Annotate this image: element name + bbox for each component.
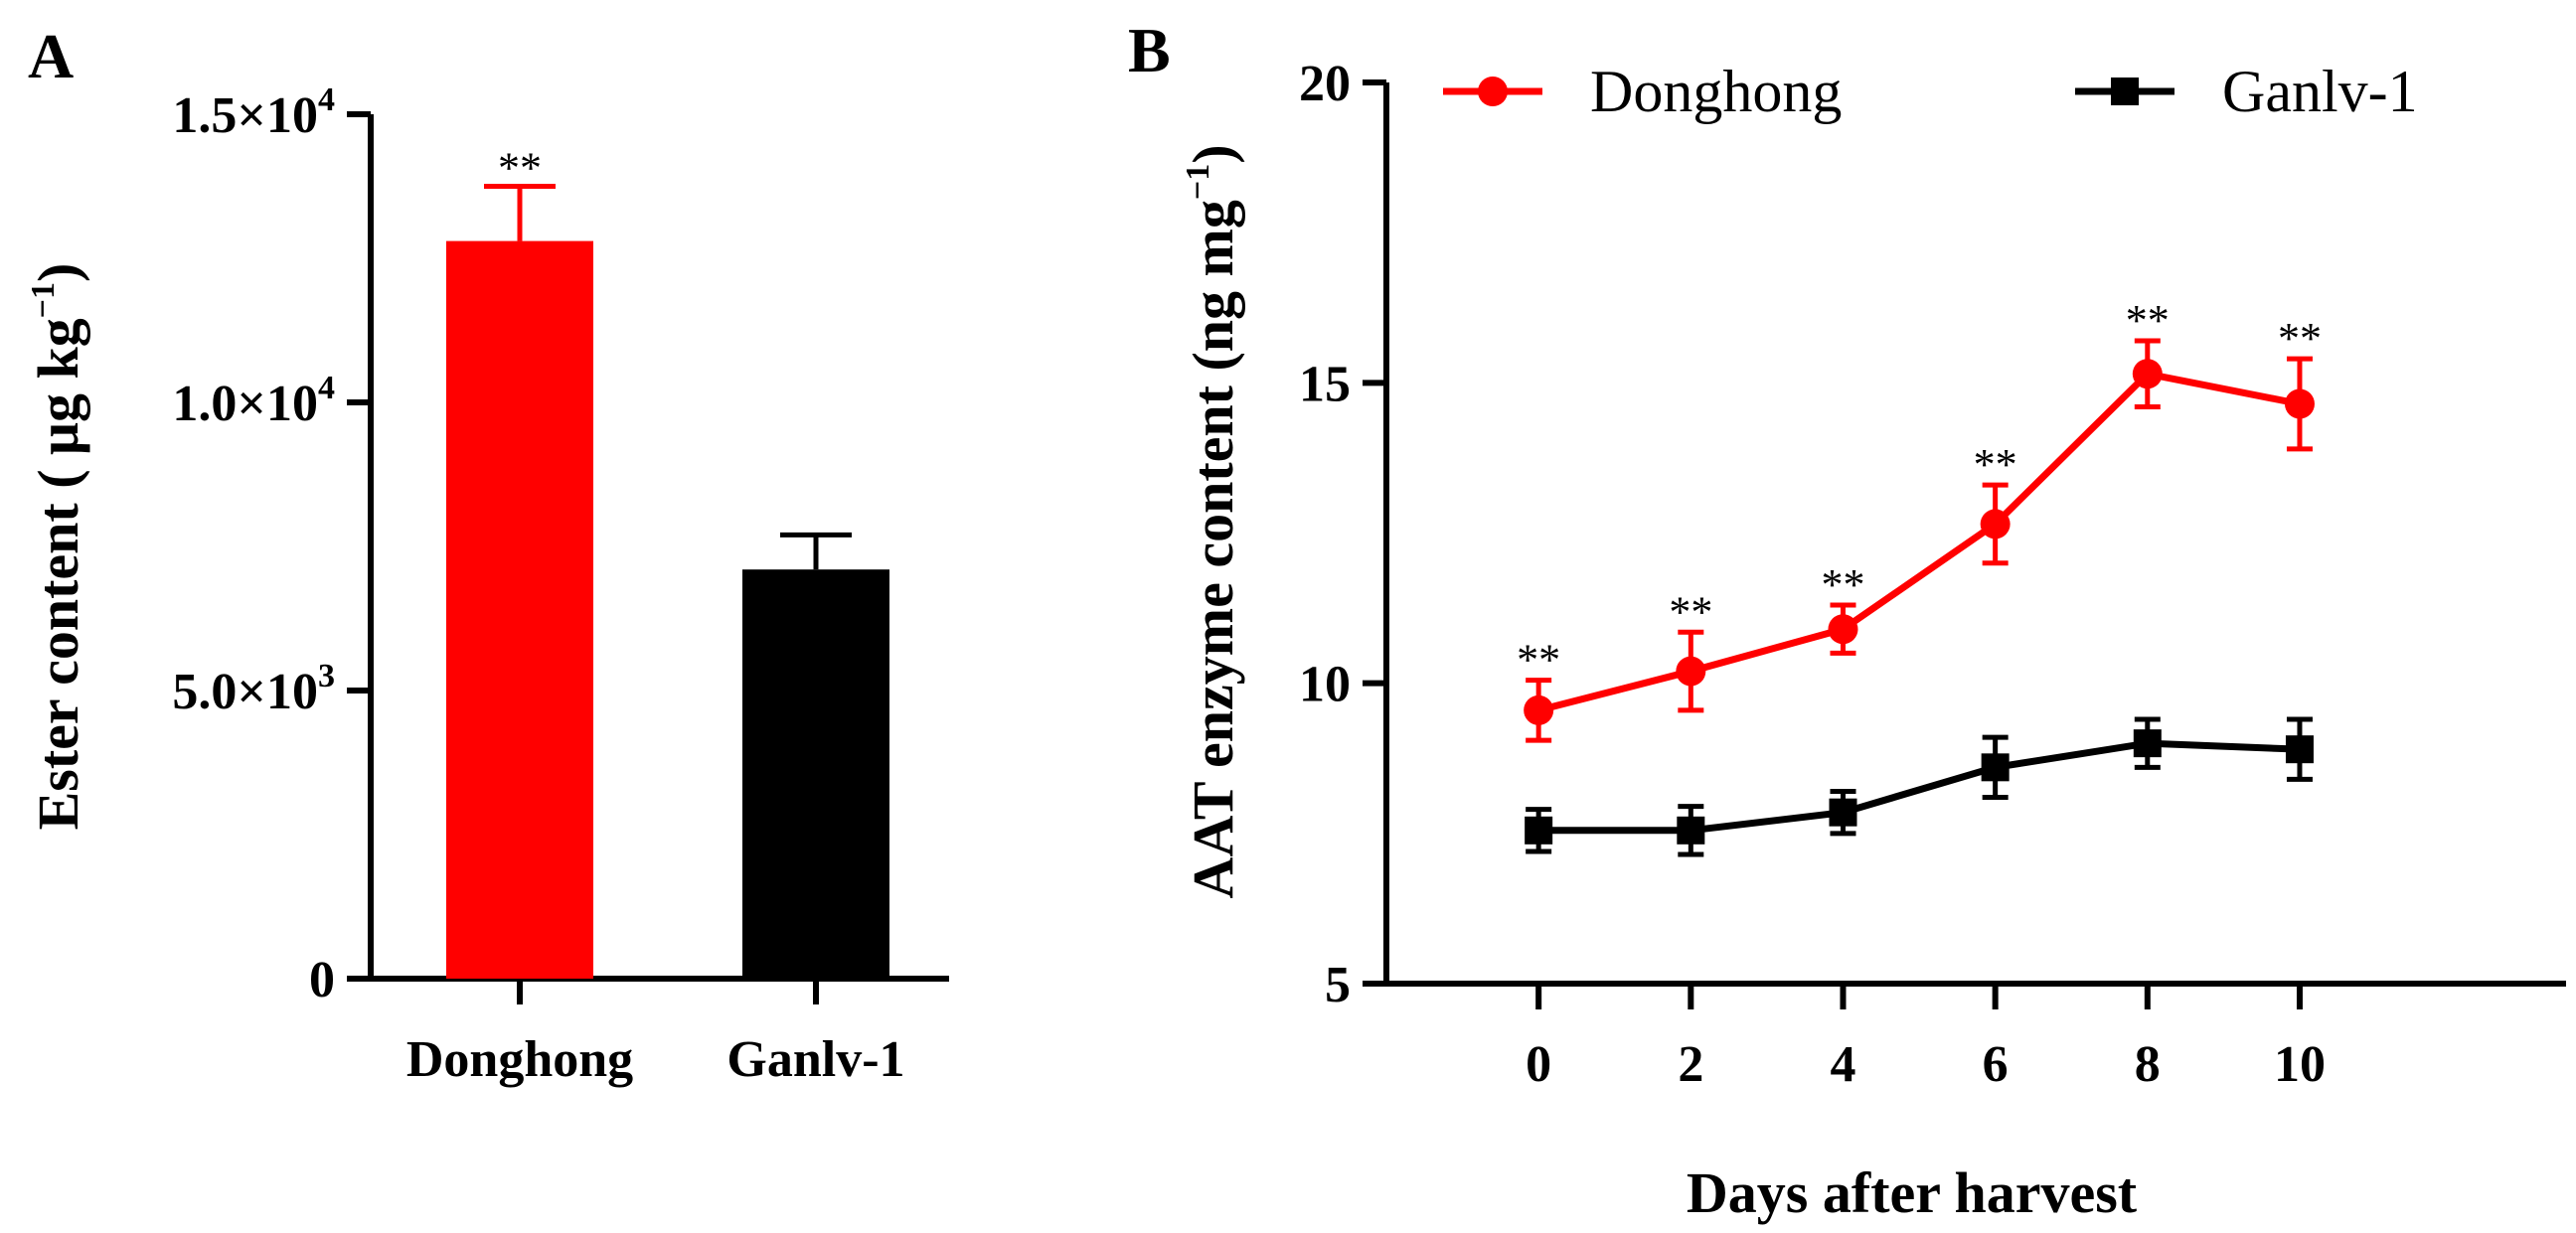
panel-b-point-donghong <box>1676 656 1706 687</box>
panel-a-significance: ** <box>498 144 542 193</box>
panel-b-point-donghong <box>2132 359 2163 389</box>
panel-a-x-tick-label: Donghong <box>406 1031 633 1088</box>
panel-b-x-tick-label: 0 <box>1526 1036 1551 1093</box>
panel-b-line-donghong <box>1537 370 2301 714</box>
panel-b-legend-marker-donghong <box>1478 77 1508 106</box>
panel-a-y-tick-label: 0 <box>309 952 335 1008</box>
panel-b-significance: ** <box>1669 587 1712 636</box>
panel-b-x-tick-label: 10 <box>2274 1036 2326 1093</box>
panel-b-significance: ** <box>2278 314 2322 363</box>
panel-b-x-label: Days after harvest <box>1687 1160 2138 1225</box>
panel-a-y-tick-label: 5.0×103 <box>172 658 335 720</box>
panel-b-significance: ** <box>1974 440 2017 489</box>
panel-b-legend-marker-ganlv-1 <box>2111 77 2139 105</box>
panel-b-point-ganlv-1 <box>1829 798 1857 827</box>
panel-a: A 0 5.0×103 1.0×104 1.5×104 Donghong ** Ganlv-1… <box>25 21 949 1088</box>
panel-a-y-tick-label: 1.5×104 <box>172 81 335 144</box>
panel-b-line-ganlv-1 <box>1538 739 2301 835</box>
panel-b-point-ganlv-1 <box>2133 729 2162 758</box>
panel-a-y-label: Ester content ( μg kg−1) <box>25 263 90 831</box>
panel-b-x-tick-label: 2 <box>1678 1036 1703 1093</box>
panel-a-bar-ganlv-1 <box>742 569 889 979</box>
panel-b-legend-label-donghong: Donghong <box>1590 59 1842 124</box>
panel-b-y-tick-label: 10 <box>1299 657 1351 713</box>
panel-b-significance: ** <box>1821 560 1864 609</box>
panel-b-significance: ** <box>1517 636 1560 685</box>
panel-a-y-tick-label: 1.0×104 <box>172 370 335 432</box>
panel-b-point-donghong <box>1980 509 2011 539</box>
panel-a-title: A <box>28 21 74 91</box>
panel-b-y-tick-label: 15 <box>1299 356 1351 412</box>
panel-b-legend-label-ganlv-1: Ganlv-1 <box>2222 59 2418 124</box>
panel-b-y-tick-label: 20 <box>1299 56 1351 112</box>
panel-b-y-tick-label: 5 <box>1325 957 1351 1013</box>
panel-b-point-ganlv-1 <box>1981 753 2010 782</box>
panel-a-bar-donghong <box>446 240 593 980</box>
panel-b-point-donghong <box>2284 388 2315 419</box>
panel-b-y-label: AAT enzyme content (ng mg−1) <box>1180 144 1245 898</box>
panel-b-x-tick-label: 6 <box>1983 1036 2009 1093</box>
panel-b-point-ganlv-1 <box>1525 816 1553 845</box>
panel-b-significance: ** <box>2126 296 2170 345</box>
panel-b-x-tick-label: 8 <box>2135 1036 2161 1093</box>
panel-b-point-donghong <box>1828 614 1858 645</box>
panel-b-point-donghong <box>1524 694 1554 725</box>
panel-a-x-tick-label: Ganlv-1 <box>726 1031 904 1088</box>
panel-b-point-ganlv-1 <box>1677 816 1705 845</box>
panel-b-x-tick-label: 4 <box>1830 1036 1855 1093</box>
panel-b-point-ganlv-1 <box>2285 735 2314 764</box>
panel-b: B 5 10 15 20 0 2 4 6 8 10 Days after harvest AAT enz… <box>1128 15 2566 1225</box>
panel-b-title: B <box>1128 15 1171 85</box>
